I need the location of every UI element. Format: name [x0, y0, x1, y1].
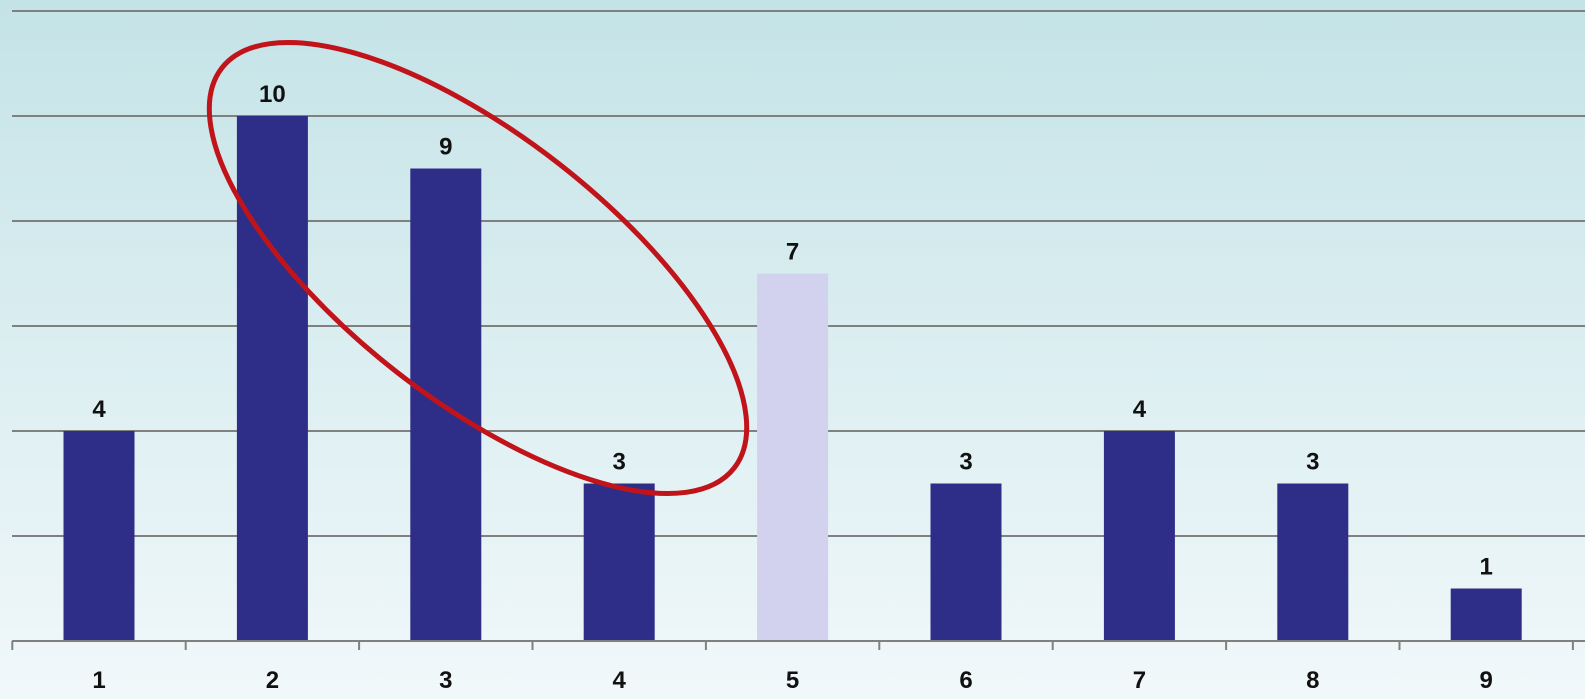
x-tick-label: 7 [1133, 667, 1146, 694]
x-tick-label: 8 [1306, 667, 1319, 694]
data-label: 3 [959, 449, 972, 476]
data-label: 3 [613, 449, 626, 476]
x-tick-labels: 1 2 3 4 5 6 7 8 9 [92, 667, 1493, 694]
bar-4 [583, 483, 655, 641]
bar-9 [1450, 588, 1522, 641]
x-tick-label: 5 [786, 667, 799, 694]
x-tick-label: 3 [439, 667, 452, 694]
x-tick-label: 9 [1480, 667, 1493, 694]
bar-2 [236, 116, 308, 641]
x-tick-label: 2 [266, 667, 279, 694]
data-label: 1 [1480, 554, 1493, 581]
bar-1 [63, 431, 135, 641]
data-label: 4 [92, 396, 106, 423]
x-tick-label: 1 [92, 667, 105, 694]
bar-6 [930, 483, 1002, 641]
data-label: 10 [259, 81, 286, 108]
data-labels: 4 10 9 3 7 3 4 3 1 [92, 81, 1493, 581]
x-tick-label: 4 [613, 667, 627, 694]
data-label: 9 [439, 134, 452, 161]
bars [63, 116, 1522, 641]
bar-5 [757, 273, 829, 641]
annotation-ellipse [206, 39, 750, 497]
annotation [206, 39, 750, 497]
x-axis [11, 640, 1585, 650]
data-label: 3 [1306, 449, 1319, 476]
data-label: 7 [786, 239, 799, 266]
bar-8 [1277, 483, 1349, 641]
data-label: 4 [1133, 396, 1147, 423]
x-tick-label: 6 [959, 667, 972, 694]
bar-7 [1103, 431, 1175, 641]
